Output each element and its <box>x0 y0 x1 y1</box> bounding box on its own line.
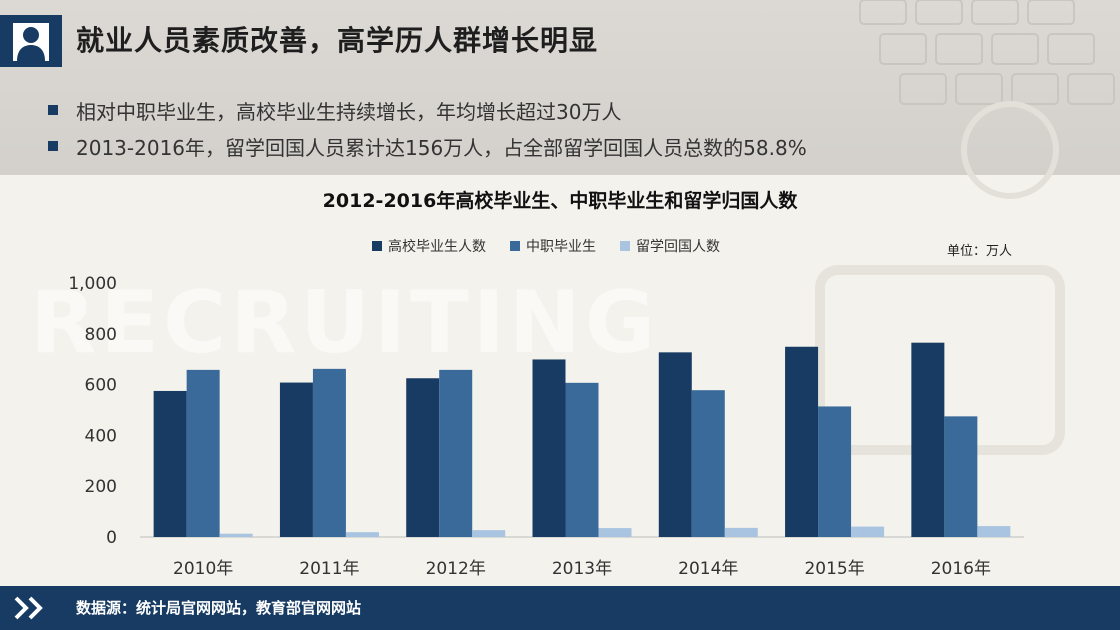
footer-bar: 数据源：统计局官网网站，教育部官网网站 <box>0 586 1120 630</box>
x-tick-label: 2011年 <box>299 559 359 579</box>
bar <box>153 390 187 537</box>
bar <box>911 342 945 537</box>
bar <box>977 526 1011 537</box>
bar <box>818 406 852 537</box>
bar <box>851 526 885 537</box>
legend-item-returnees: 留学回国人数 <box>620 236 720 256</box>
bar <box>691 390 725 537</box>
legend-label: 留学回国人数 <box>636 239 720 255</box>
bar <box>565 382 599 537</box>
bar <box>219 533 253 537</box>
bar <box>724 527 758 537</box>
x-tick-label: 2015年 <box>804 559 864 579</box>
bar <box>312 368 346 537</box>
chart-legend: 高校毕业生人数 中职毕业生 留学回国人数 <box>372 236 744 256</box>
bar <box>944 416 978 537</box>
data-source-text: 数据源：统计局官网网站，教育部官网网站 <box>76 599 362 617</box>
y-tick-label: 1,000 <box>68 274 117 294</box>
bar <box>472 530 506 537</box>
x-tick-label: 2012年 <box>426 559 486 579</box>
legend-swatch <box>372 241 382 251</box>
bullet-text: 相对中职毕业生，高校毕业生持续增长，年均增长超过30万人 <box>76 99 622 124</box>
legend-label: 高校毕业生人数 <box>388 239 486 255</box>
legend-label: 中职毕业生 <box>526 239 596 255</box>
y-tick-label: 800 <box>85 325 117 345</box>
y-tick-label: 200 <box>85 477 117 497</box>
y-tick-label: 0 <box>106 528 117 548</box>
double-chevron-right-icon <box>14 596 43 620</box>
x-tick-label: 2013年 <box>552 559 612 579</box>
bar <box>598 528 632 537</box>
bullet-item: 2013-2016年，留学回国人员累计达156万人，占全部留学回国人员总数的58… <box>48 128 807 164</box>
legend-item-vocational: 中职毕业生 <box>510 236 596 256</box>
bullet-square-icon <box>48 105 58 115</box>
legend-swatch <box>620 241 630 251</box>
legend-item-graduates: 高校毕业生人数 <box>372 236 486 256</box>
page-title: 就业人员素质改善，高学历人群增长明显 <box>76 24 599 57</box>
bullet-item: 相对中职毕业生，高校毕业生持续增长，年均增长超过30万人 <box>48 92 807 128</box>
bar <box>406 378 440 537</box>
x-tick-label: 2016年 <box>931 559 991 579</box>
header-icon-box <box>0 15 62 67</box>
legend-swatch <box>510 241 520 251</box>
bar <box>785 346 819 537</box>
y-tick-label: 600 <box>85 376 117 396</box>
unit-label: 单位：万人 <box>946 244 1012 259</box>
bullet-text: 2013-2016年，留学回国人员累计达156万人，占全部留学回国人员总数的58… <box>76 135 807 160</box>
x-tick-label: 2014年 <box>678 559 738 579</box>
bar <box>532 359 566 537</box>
bar <box>186 369 220 537</box>
bar <box>439 369 473 537</box>
bar <box>658 352 692 537</box>
y-tick-label: 400 <box>85 426 117 446</box>
bar <box>345 532 379 537</box>
chart-title: 2012-2016年高校毕业生、中职毕业生和留学归国人数 <box>322 190 798 212</box>
x-tick-label: 2010年 <box>173 559 233 579</box>
person-silhouette-icon <box>13 23 49 61</box>
bullet-list: 相对中职毕业生，高校毕业生持续增长，年均增长超过30万人 2013-2016年，… <box>48 92 807 164</box>
bar <box>279 382 313 537</box>
bullet-square-icon <box>48 141 58 151</box>
